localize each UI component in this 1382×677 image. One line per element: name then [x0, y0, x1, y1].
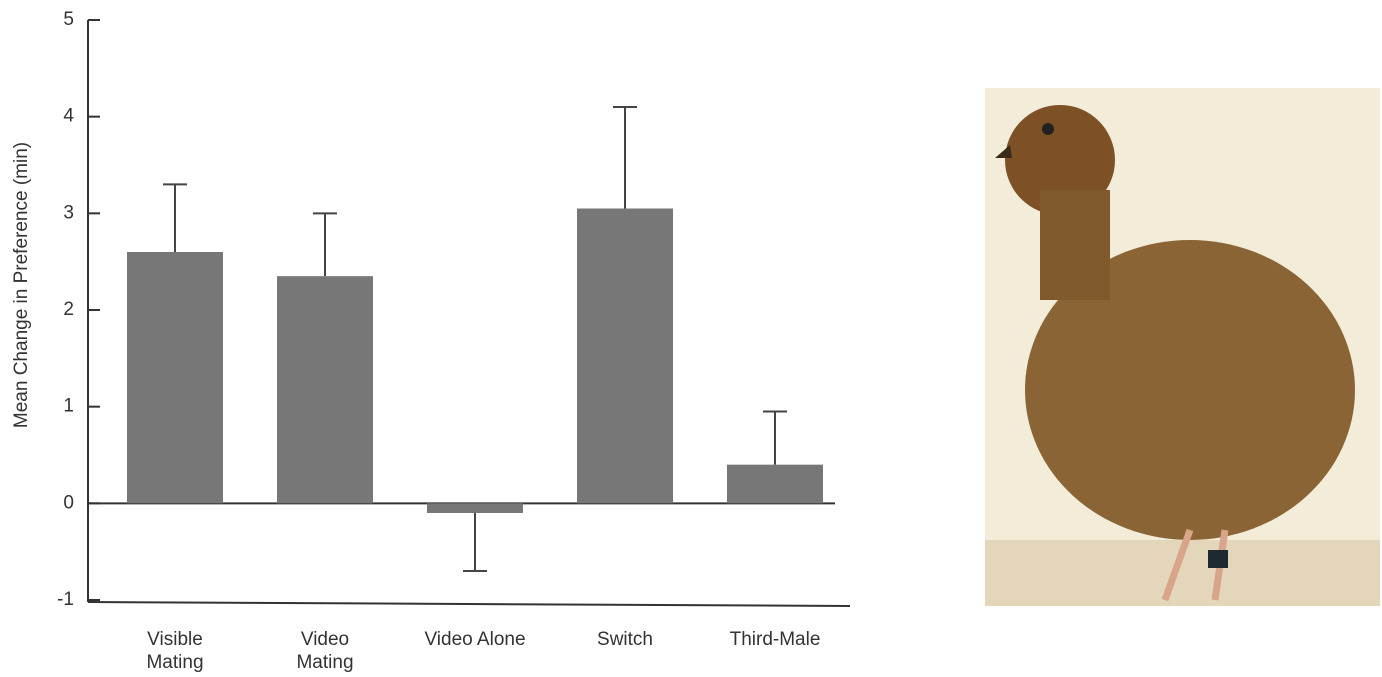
y-tick-label: 1 — [63, 396, 74, 417]
bar — [427, 503, 523, 513]
bar — [127, 252, 223, 503]
x-tick-label: Video Mating — [270, 628, 380, 674]
bar — [277, 276, 373, 503]
bar — [577, 209, 673, 504]
quail-eye — [1042, 123, 1054, 135]
y-axis-label: Mean Change in Preference (min) — [11, 142, 32, 428]
x-tick-label: Visible Mating — [120, 628, 230, 674]
quail-neck — [1040, 190, 1110, 300]
x-tick-label: Third-Male — [720, 628, 830, 651]
x-tick-label: Switch — [570, 628, 680, 651]
chart: Mean Change in Preference (min) -1 0 1 2 3 4 5 — [0, 0, 1382, 677]
frame-bottom — [88, 602, 850, 606]
y-tick-label: 0 — [63, 492, 74, 513]
y-tick-label: 4 — [63, 106, 74, 127]
y-tick-label: 3 — [63, 202, 74, 223]
page: Mean Change in Preference (min) -1 0 1 2 3 4 5… — [0, 0, 1382, 677]
quail-band — [1208, 550, 1228, 568]
y-tick-label: 5 — [63, 9, 74, 30]
x-tick-label: Video Alone — [420, 628, 530, 651]
y-tick-label: 2 — [63, 299, 74, 320]
y-tick-label: -1 — [57, 589, 74, 610]
photo — [985, 88, 1380, 606]
bar — [727, 465, 823, 504]
